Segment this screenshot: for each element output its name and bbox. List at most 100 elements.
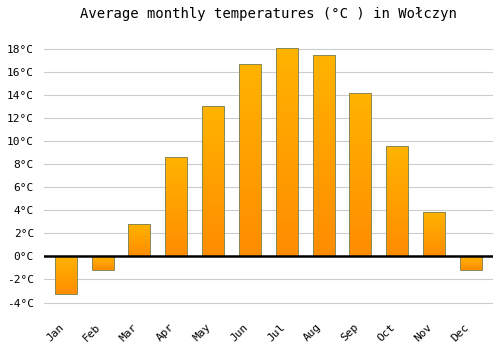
Bar: [276, 52, 298, 56]
Bar: [312, 119, 334, 124]
Bar: [54, 289, 77, 290]
Bar: [128, 243, 150, 244]
Bar: [128, 232, 150, 233]
Bar: [202, 145, 224, 148]
Bar: [165, 193, 188, 195]
Bar: [423, 212, 445, 257]
Bar: [312, 116, 334, 119]
Bar: [54, 275, 77, 276]
Bar: [54, 261, 77, 262]
Bar: [202, 148, 224, 151]
Bar: [312, 236, 334, 240]
Bar: [386, 225, 408, 228]
Bar: [54, 286, 77, 287]
Bar: [423, 252, 445, 253]
Bar: [423, 235, 445, 236]
Bar: [54, 280, 77, 281]
Bar: [312, 135, 334, 140]
Bar: [239, 122, 261, 126]
Bar: [128, 247, 150, 248]
Bar: [312, 111, 334, 116]
Bar: [128, 254, 150, 255]
Bar: [165, 160, 188, 161]
Bar: [202, 166, 224, 169]
Bar: [276, 82, 298, 86]
Bar: [386, 250, 408, 252]
Bar: [276, 119, 298, 123]
Bar: [350, 132, 372, 135]
Bar: [54, 279, 77, 280]
Bar: [239, 183, 261, 187]
Bar: [276, 227, 298, 231]
Bar: [239, 141, 261, 145]
Bar: [386, 157, 408, 159]
Bar: [350, 250, 372, 253]
Bar: [165, 161, 188, 163]
Bar: [202, 121, 224, 124]
Bar: [128, 250, 150, 251]
Bar: [54, 271, 77, 272]
Bar: [276, 190, 298, 194]
Bar: [386, 212, 408, 215]
Bar: [312, 79, 334, 83]
Bar: [423, 251, 445, 252]
Bar: [312, 71, 334, 75]
Bar: [386, 153, 408, 155]
Bar: [165, 225, 188, 227]
Bar: [276, 252, 298, 257]
Bar: [239, 191, 261, 195]
Bar: [276, 48, 298, 52]
Bar: [386, 252, 408, 254]
Bar: [423, 249, 445, 250]
Bar: [165, 199, 188, 201]
Bar: [165, 205, 188, 207]
Bar: [202, 251, 224, 253]
Bar: [239, 114, 261, 118]
Bar: [423, 233, 445, 234]
Bar: [165, 187, 188, 189]
Bar: [386, 170, 408, 173]
Bar: [239, 164, 261, 168]
Bar: [350, 220, 372, 224]
Bar: [165, 223, 188, 225]
Bar: [128, 224, 150, 225]
Bar: [350, 165, 372, 168]
Bar: [165, 173, 188, 175]
Bar: [239, 106, 261, 110]
Bar: [128, 235, 150, 236]
Bar: [386, 210, 408, 212]
Bar: [165, 175, 188, 177]
Bar: [350, 204, 372, 208]
Bar: [276, 236, 298, 240]
Bar: [239, 222, 261, 226]
Bar: [312, 164, 334, 168]
Bar: [165, 166, 188, 167]
Bar: [239, 172, 261, 176]
Bar: [165, 227, 188, 229]
Bar: [312, 208, 334, 212]
Bar: [202, 157, 224, 160]
Bar: [350, 240, 372, 243]
Bar: [350, 243, 372, 247]
Bar: [202, 151, 224, 154]
Bar: [386, 186, 408, 188]
Bar: [128, 231, 150, 232]
Bar: [312, 103, 334, 107]
Bar: [423, 246, 445, 247]
Bar: [239, 103, 261, 106]
Bar: [386, 217, 408, 219]
Bar: [350, 129, 372, 132]
Bar: [423, 241, 445, 242]
Bar: [276, 211, 298, 215]
Bar: [165, 248, 188, 251]
Bar: [54, 288, 77, 289]
Bar: [202, 202, 224, 205]
Bar: [202, 154, 224, 157]
Bar: [386, 241, 408, 243]
Bar: [312, 248, 334, 252]
Bar: [239, 76, 261, 80]
Bar: [350, 227, 372, 230]
Bar: [202, 211, 224, 214]
Bar: [239, 80, 261, 84]
Bar: [54, 284, 77, 285]
